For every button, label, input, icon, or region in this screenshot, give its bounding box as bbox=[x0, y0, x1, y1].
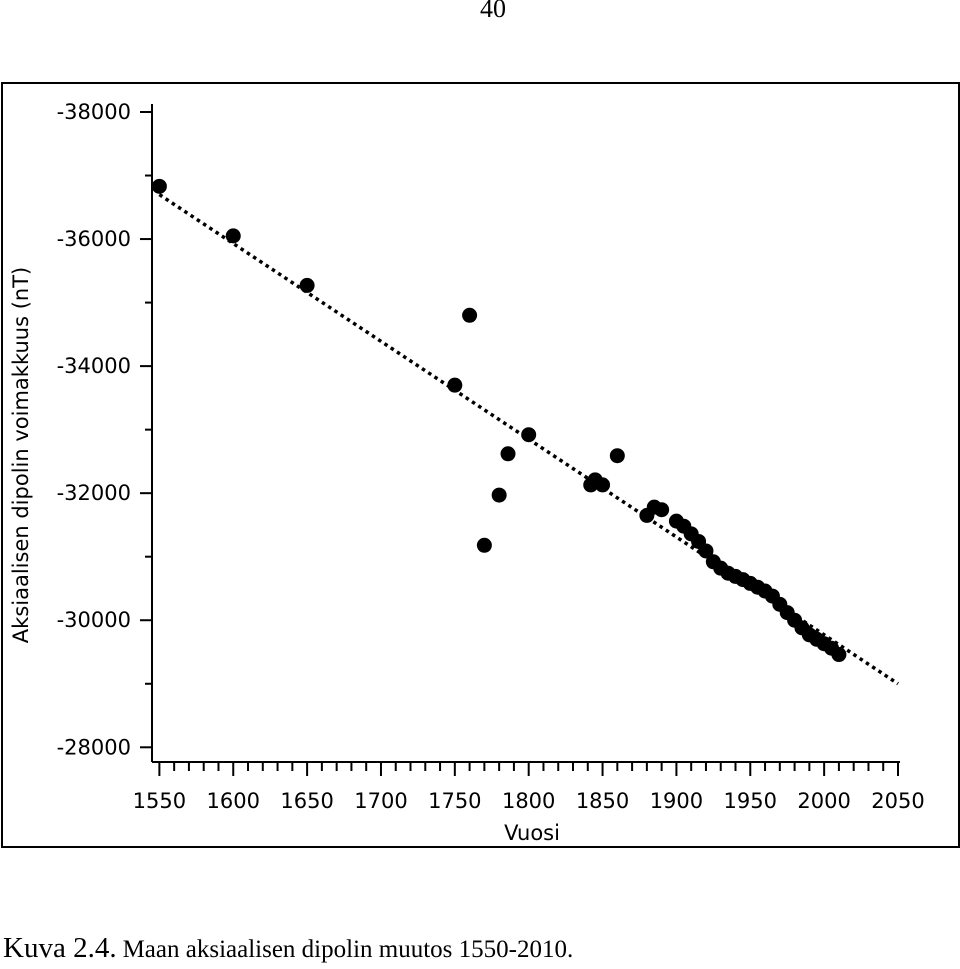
x-tick-label: 2050 bbox=[871, 789, 924, 813]
y-tick-label: -38000 bbox=[57, 100, 131, 124]
data-point bbox=[698, 543, 714, 559]
x-tick-label: 1650 bbox=[280, 789, 333, 813]
caption-label: Kuva 2.4. bbox=[3, 932, 117, 964]
data-point bbox=[476, 537, 492, 553]
x-tick-label: 1700 bbox=[354, 789, 407, 813]
x-tick-label: 1600 bbox=[207, 789, 260, 813]
data-point bbox=[500, 446, 516, 462]
x-tick-label: 1750 bbox=[428, 789, 481, 813]
page-number: 40 bbox=[480, 0, 506, 23]
data-point bbox=[521, 427, 537, 443]
data-point bbox=[151, 178, 167, 194]
data-point bbox=[654, 502, 670, 518]
x-tick-label: 1800 bbox=[502, 789, 555, 813]
x-tick-label: 1950 bbox=[724, 789, 777, 813]
y-tick-label: -30000 bbox=[57, 608, 131, 632]
data-point bbox=[491, 487, 507, 503]
caption-text: Maan aksiaalisen dipolin muutos 1550-201… bbox=[122, 936, 574, 963]
data-point bbox=[299, 277, 315, 293]
y-tick-label: -28000 bbox=[57, 735, 131, 759]
x-tick-label: 2000 bbox=[797, 789, 850, 813]
y-tick-label: -32000 bbox=[57, 481, 131, 505]
data-point bbox=[225, 228, 241, 244]
plot-frame: -38000 -36000 -34000 -32000 -30000 -28000 1550… bbox=[1, 82, 960, 848]
y-tick-label: -36000 bbox=[57, 227, 131, 251]
data-point bbox=[595, 477, 611, 493]
data-point bbox=[447, 377, 463, 393]
y-tick-label: -34000 bbox=[57, 354, 131, 378]
data-points bbox=[151, 178, 847, 663]
dipole-chart: -38000 -36000 -34000 -32000 -30000 -28000 1550… bbox=[9, 100, 925, 845]
data-point bbox=[831, 647, 847, 663]
x-tick-label: 1900 bbox=[650, 789, 703, 813]
data-point bbox=[609, 448, 625, 464]
axes: -38000 -36000 -34000 -32000 -30000 -28000 1550… bbox=[57, 100, 925, 813]
x-tick-label: 1550 bbox=[133, 789, 186, 813]
y-axis-label: Aksiaalisen dipolin voimakkuus (nT) bbox=[9, 267, 33, 643]
x-tick-label: 1850 bbox=[576, 789, 629, 813]
data-point bbox=[462, 307, 478, 323]
x-axis-label: Vuosi bbox=[504, 821, 560, 845]
figure-caption: Kuva 2.4. Maan aksiaalisen dipolin muutos… bbox=[3, 932, 573, 965]
